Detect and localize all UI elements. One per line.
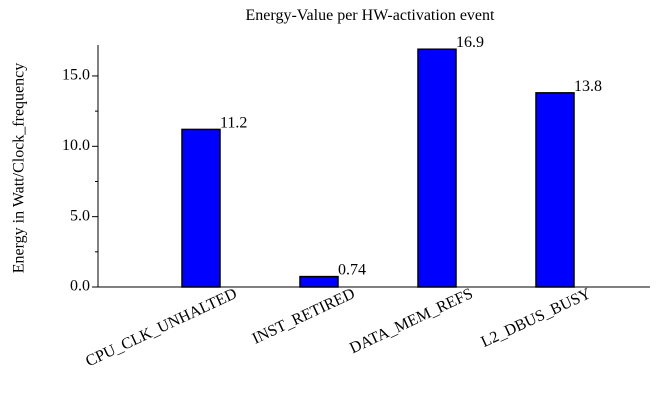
bar bbox=[181, 128, 221, 288]
x-tick-label: CPU_CLK_UNHALTED bbox=[83, 285, 239, 370]
value-label: 0.74 bbox=[338, 262, 366, 279]
y-tick-label: 5.0 bbox=[70, 207, 90, 224]
chart-title: Energy-Value per HW-activation event bbox=[246, 7, 495, 24]
x-tick-label: DATA_MEM_REFS bbox=[347, 285, 476, 357]
value-label: 16.9 bbox=[456, 34, 484, 51]
bar bbox=[417, 48, 457, 288]
y-tick-label: 10.0 bbox=[62, 137, 90, 154]
bar bbox=[535, 92, 575, 288]
x-tick-label: INST_RETIRED bbox=[250, 285, 358, 347]
y-tick-label: 0.0 bbox=[70, 278, 90, 295]
value-label: 13.8 bbox=[574, 78, 602, 95]
x-tick-label: L2_DBUS_BUSY bbox=[479, 285, 595, 351]
y-tick-label: 15.0 bbox=[62, 67, 90, 84]
bar bbox=[299, 275, 339, 288]
value-label: 11.2 bbox=[220, 114, 247, 131]
y-axis-label: Energy in Watt/Clock_frequency bbox=[11, 63, 28, 274]
